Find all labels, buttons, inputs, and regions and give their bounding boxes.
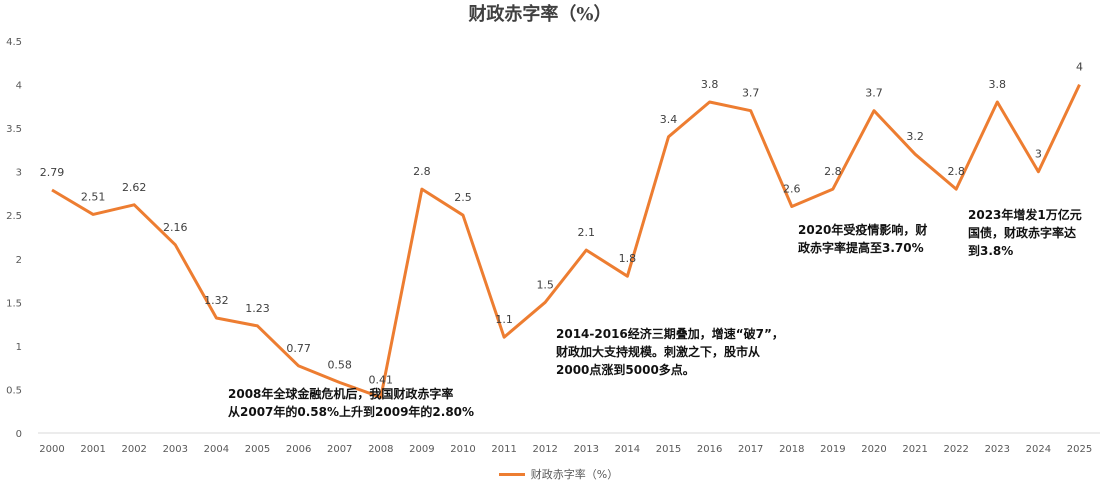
data-label: 3.7 (742, 87, 760, 100)
x-tick-label: 2025 (1067, 444, 1092, 455)
data-label: 1.8 (619, 252, 637, 265)
y-tick-label: 2 (16, 255, 22, 266)
data-label: 1.1 (495, 313, 513, 326)
x-axis: 2000 2001 2002 2003 2004 2005 2006 2007 2008 2009… (39, 444, 1092, 455)
x-tick-label: 2018 (779, 444, 804, 455)
data-label: 2.79 (40, 166, 65, 179)
annotation-2008-crisis: 2008年全球金融危机后，我国财政赤字率 从2007年的0.58%上升到2009… (228, 387, 475, 419)
x-tick-label: 2004 (204, 444, 229, 455)
data-label: 3.8 (701, 78, 719, 91)
x-tick-label: 2008 (368, 444, 393, 455)
annotation-2023: 2023年增发1万亿元 国债，财政赤字率达 到3.8% (968, 208, 1082, 258)
x-tick-label: 2010 (450, 444, 475, 455)
y-tick-label: 4 (16, 81, 22, 92)
data-label: 2.16 (163, 221, 188, 234)
data-label: 0.41 (369, 373, 394, 386)
data-label: 3.8 (989, 78, 1007, 91)
legend-swatch (498, 472, 525, 476)
data-label: 2.5 (454, 191, 472, 204)
data-label: 2.8 (824, 165, 842, 178)
x-tick-label: 2020 (861, 444, 886, 455)
data-label: 2.62 (122, 181, 147, 194)
data-label: 1.23 (245, 302, 270, 315)
y-tick-label: 2.5 (6, 211, 22, 222)
y-axis: 0 0.5 1 1.5 2 2.5 3 3.5 4 4.5 (6, 37, 22, 440)
x-tick-label: 2016 (697, 444, 722, 455)
data-label: 1.32 (204, 294, 229, 307)
x-tick-label: 2009 (409, 444, 434, 455)
x-tick-label: 2012 (532, 444, 557, 455)
annotation-2014-2016: 2014-2016经济三期叠加，增速“破7”， 财政加大支持规模。刺激之下，股市… (556, 327, 784, 377)
x-tick-label: 2003 (163, 444, 188, 455)
y-tick-label: 0 (16, 429, 22, 440)
x-tick-label: 2021 (902, 444, 927, 455)
x-tick-label: 2019 (820, 444, 845, 455)
y-tick-label: 3 (16, 168, 22, 179)
x-tick-label: 2002 (121, 444, 146, 455)
x-tick-label: 2005 (245, 444, 270, 455)
data-label: 0.58 (327, 358, 352, 371)
x-tick-label: 2007 (327, 444, 352, 455)
y-tick-label: 3.5 (6, 124, 22, 135)
data-label: 3.4 (660, 113, 678, 126)
data-label: 3.7 (865, 87, 883, 100)
y-tick-label: 0.5 (6, 385, 22, 396)
y-tick-label: 4.5 (6, 37, 22, 48)
x-tick-label: 2022 (943, 444, 968, 455)
chart-title: 财政赤字率（%） (468, 3, 611, 25)
data-label: 3 (1035, 148, 1042, 161)
series-line-group (51, 83, 1081, 399)
data-label: 2.6 (783, 183, 801, 196)
data-label: 2.51 (81, 190, 106, 203)
data-label: 1.5 (536, 278, 554, 291)
series-line (51, 83, 1081, 399)
y-tick-label: 1.5 (6, 298, 22, 309)
data-label: 2.8 (413, 165, 431, 178)
x-tick-label: 2017 (738, 444, 763, 455)
x-tick-label: 2015 (656, 444, 681, 455)
y-tick-label: 1 (16, 342, 22, 353)
x-tick-label: 2001 (80, 444, 105, 455)
data-label: 2.8 (947, 165, 965, 178)
data-label: 3.2 (906, 130, 924, 143)
x-tick-label: 2011 (491, 444, 516, 455)
data-label: 2.1 (578, 226, 596, 239)
legend-label: 财政赤字率（%） (530, 468, 619, 481)
annotation-2020: 2020年受疫情影响，财 政赤字率提高至3.70% (798, 223, 928, 255)
x-tick-label: 2013 (574, 444, 599, 455)
x-tick-label: 2023 (985, 444, 1010, 455)
legend: 财政赤字率（%） (0, 466, 1117, 482)
x-tick-label: 2006 (286, 444, 311, 455)
data-label: 4 (1076, 61, 1083, 74)
x-tick-label: 2014 (615, 444, 640, 455)
data-label: 0.77 (286, 342, 311, 355)
x-tick-label: 2000 (39, 444, 64, 455)
x-tick-label: 2024 (1026, 444, 1051, 455)
data-labels: 2.79 2.51 2.62 2.16 1.32 1.23 0.77 0.58 0.41 2.8 2… (40, 61, 1083, 387)
